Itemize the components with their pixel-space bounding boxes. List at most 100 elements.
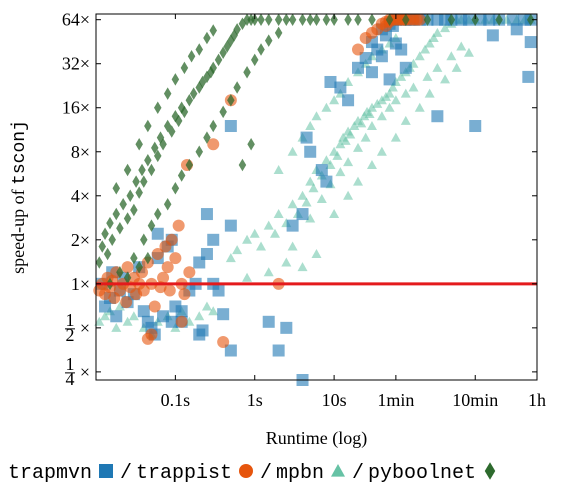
mpbn-point (376, 111, 387, 121)
pyboolnet-point (119, 198, 127, 211)
mpbn-point (366, 159, 377, 169)
pyboolnet-point (123, 163, 132, 177)
pyboolnet-point (238, 158, 247, 172)
y-tick-label: 8× (71, 142, 90, 162)
legend-separator: / (352, 462, 364, 485)
pyboolnet-point (189, 87, 198, 100)
pyboolnet-point (135, 186, 143, 199)
y-axis-title-code: tsconj (10, 120, 30, 185)
y-tick-label-fraction: 12 × (65, 310, 90, 345)
mpbn-point (384, 88, 395, 98)
pyboolnet-point (185, 94, 194, 107)
pyboolnet-point (130, 203, 138, 217)
trapmvn-point (304, 145, 317, 158)
mpbn-point (432, 62, 443, 72)
x-tick-label: 1h (528, 390, 546, 410)
mpbn-point (94, 316, 105, 326)
pyboolnet-point (187, 49, 196, 63)
trapmvn-point (212, 284, 225, 297)
mpbn-point (273, 209, 284, 219)
x-tick-label: 1s (247, 390, 263, 410)
pyboolnet-point (195, 145, 204, 159)
mpbn-point (396, 71, 407, 81)
trapmvn-point (375, 50, 388, 63)
mpbn-point (208, 306, 219, 316)
pyboolnet-point (230, 29, 238, 42)
pyboolnet-point (274, 26, 283, 40)
pyboolnet-point (174, 114, 183, 128)
trapmvn-point (510, 23, 523, 36)
mpbn-point (420, 44, 431, 54)
mpbn-point (269, 228, 280, 238)
mpbn-point (400, 88, 411, 98)
x-tick-label: 0.1s (161, 390, 191, 410)
mpbn-point (311, 248, 322, 258)
trapmvn-point (286, 219, 299, 232)
mpbn-point (225, 253, 236, 263)
pyboolnet-point (257, 43, 265, 56)
trapmvn-point (272, 344, 285, 357)
pyboolnet-point (163, 87, 172, 100)
y-tick-label: 32× (62, 54, 90, 74)
mpbn-point (400, 115, 411, 125)
trappist-point (120, 296, 133, 309)
pyboolnet-point (264, 13, 273, 26)
pyboolnet-point (167, 125, 176, 138)
pyboolnet-point (203, 131, 211, 144)
pyboolnet-point (243, 65, 251, 79)
pyboolnet-point (126, 189, 134, 203)
mpbn-point (335, 139, 346, 149)
pyboolnet-point (298, 13, 307, 26)
trappist-point (207, 138, 220, 151)
mpbn-point (325, 159, 336, 169)
legend-separator: / (120, 462, 132, 485)
pyboolnet-point (214, 53, 223, 67)
trappist-point (165, 233, 178, 246)
mpbn-point (353, 142, 364, 152)
pyboolnet-point (368, 13, 376, 26)
pyboolnet-point (330, 13, 338, 26)
y-tick-label: 64× (62, 10, 90, 30)
mpbn-point (343, 190, 354, 200)
mpbn-point (301, 197, 312, 207)
mpbn-point (287, 199, 298, 209)
mpbn-point (424, 38, 435, 48)
mpbn-point (428, 32, 439, 42)
y-tick-label: 16× (62, 98, 90, 118)
pyboolnet-point (154, 207, 162, 221)
trapmvn-point (379, 29, 392, 42)
trapmvn-point (324, 75, 337, 88)
mpbn-point (414, 102, 425, 112)
pyboolnet-point (195, 43, 204, 56)
data-points (93, 13, 537, 386)
pyboolnet-point (219, 105, 227, 119)
mpbn-point (329, 95, 340, 105)
pyboolnet-point (130, 251, 138, 265)
pyboolnet-point (116, 221, 124, 235)
y-tick-label: 1× (71, 274, 90, 294)
pyboolnet-point (144, 119, 152, 133)
y-tick-label-denominator: 2 (66, 325, 75, 345)
trapmvn-point (455, 13, 468, 26)
trappist-point (141, 332, 154, 345)
pyboolnet-point (243, 13, 251, 26)
legend-label-trappist: trappist (136, 462, 232, 485)
y-tick-label: 4× (71, 186, 90, 206)
trappist-point (157, 271, 170, 284)
mpbn-point (456, 41, 467, 51)
y-tick-label-suffix: × (80, 318, 90, 338)
mpbn-point (387, 82, 398, 92)
mpbn-point (111, 322, 122, 332)
mpbn-point (297, 262, 308, 272)
trapmvn-point (334, 81, 347, 94)
trapmvn-point (486, 29, 499, 42)
trapmvn-point (431, 13, 444, 26)
pyboolnet-point (227, 94, 235, 107)
y-tick-label-denominator: 4 (66, 369, 75, 389)
trapmvn-point (200, 208, 213, 221)
pyboolnet-point (185, 158, 194, 172)
y-tick-label: 2× (71, 230, 90, 250)
pyboolnet-point (140, 175, 148, 188)
